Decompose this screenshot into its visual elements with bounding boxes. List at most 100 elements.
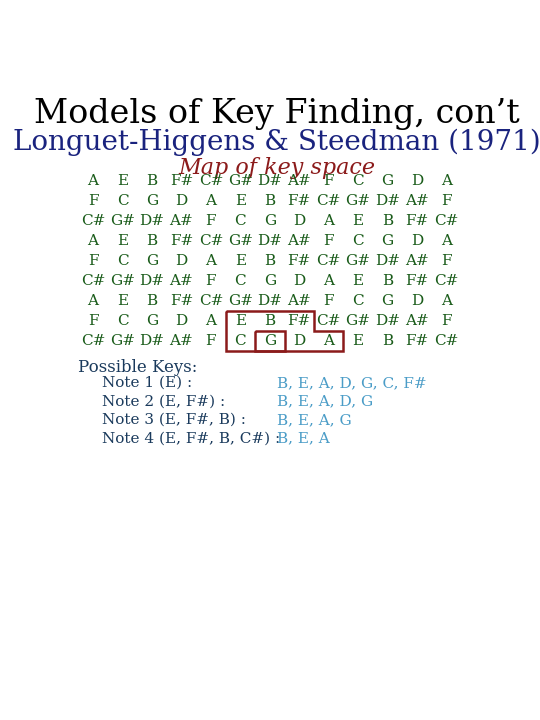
Text: A: A (323, 214, 334, 228)
Text: G#: G# (346, 314, 370, 328)
Text: C: C (234, 334, 246, 348)
Text: D#: D# (257, 234, 282, 248)
Text: A: A (87, 234, 99, 248)
Text: C: C (352, 234, 364, 248)
Text: F: F (206, 274, 216, 288)
Text: F: F (323, 174, 334, 188)
Text: G: G (381, 174, 394, 188)
Text: C#: C# (81, 334, 105, 348)
Text: A#: A# (170, 214, 193, 228)
Text: E: E (235, 194, 246, 208)
Text: C#: C# (199, 294, 223, 308)
Text: A#: A# (170, 274, 193, 288)
Text: C#: C# (316, 194, 341, 208)
Text: F#: F# (288, 254, 311, 268)
Text: E: E (117, 174, 128, 188)
Text: D#: D# (375, 314, 400, 328)
Text: Longuet-Higgens & Steedman (1971): Longuet-Higgens & Steedman (1971) (13, 129, 540, 156)
Text: F#: F# (288, 314, 311, 328)
Text: D: D (411, 174, 423, 188)
Text: D#: D# (139, 214, 165, 228)
Text: F#: F# (170, 294, 193, 308)
Text: D: D (176, 254, 187, 268)
Text: B: B (264, 314, 275, 328)
Text: F: F (206, 214, 216, 228)
Text: F: F (323, 294, 334, 308)
Text: B: B (264, 254, 275, 268)
Text: C#: C# (434, 214, 458, 228)
Text: A#: A# (287, 294, 311, 308)
Text: D#: D# (375, 194, 400, 208)
Text: G: G (264, 214, 276, 228)
Text: A: A (205, 314, 217, 328)
Text: D: D (411, 234, 423, 248)
Text: C: C (117, 314, 129, 328)
Text: C#: C# (316, 254, 341, 268)
Text: G: G (264, 274, 276, 288)
Text: G#: G# (228, 294, 253, 308)
Text: A: A (205, 194, 217, 208)
Text: C: C (352, 174, 364, 188)
Text: Models of Key Finding, con’t: Models of Key Finding, con’t (34, 98, 519, 130)
Text: C#: C# (434, 334, 458, 348)
Text: A: A (87, 174, 99, 188)
Text: C#: C# (81, 274, 105, 288)
Text: B, E, A, D, G: B, E, A, D, G (277, 395, 373, 408)
Text: D#: D# (139, 334, 165, 348)
Text: B: B (382, 274, 393, 288)
Text: G#: G# (110, 334, 135, 348)
Text: B: B (146, 294, 158, 308)
Text: B: B (264, 194, 275, 208)
Text: E: E (353, 334, 363, 348)
Text: D: D (293, 334, 305, 348)
Text: G#: G# (346, 194, 370, 208)
Text: D#: D# (139, 274, 165, 288)
Text: D#: D# (257, 294, 282, 308)
Text: D#: D# (375, 254, 400, 268)
Text: G#: G# (110, 274, 135, 288)
Text: C: C (234, 214, 246, 228)
Text: A#: A# (405, 194, 429, 208)
Text: A: A (441, 234, 452, 248)
Text: A#: A# (287, 234, 311, 248)
Text: E: E (235, 314, 246, 328)
Text: E: E (117, 234, 128, 248)
Text: E: E (235, 254, 246, 268)
Text: E: E (117, 294, 128, 308)
Text: D: D (293, 214, 305, 228)
Text: F#: F# (406, 334, 429, 348)
Text: C#: C# (316, 314, 341, 328)
Text: Note 4 (E, F#, B, C#) :: Note 4 (E, F#, B, C#) : (103, 431, 281, 446)
Text: F#: F# (406, 214, 429, 228)
Text: Note 3 (E, F#, B) :: Note 3 (E, F#, B) : (103, 413, 246, 427)
Text: C#: C# (81, 214, 105, 228)
Text: D: D (176, 314, 187, 328)
Text: F: F (441, 194, 452, 208)
Text: G#: G# (110, 214, 135, 228)
Text: Possible Keys:: Possible Keys: (78, 359, 198, 376)
Text: B, E, A, D, G, C, F#: B, E, A, D, G, C, F# (277, 376, 427, 390)
Text: Map of key space: Map of key space (178, 157, 375, 179)
Text: A#: A# (405, 314, 429, 328)
Text: F: F (88, 254, 98, 268)
Text: A: A (441, 174, 452, 188)
Text: A: A (323, 334, 334, 348)
Text: F: F (88, 194, 98, 208)
Text: A: A (441, 294, 452, 308)
Text: D: D (176, 194, 187, 208)
Text: F: F (88, 314, 98, 328)
Text: C: C (352, 294, 364, 308)
Text: D: D (293, 274, 305, 288)
Text: A#: A# (287, 174, 311, 188)
Text: F#: F# (170, 234, 193, 248)
Text: B: B (382, 334, 393, 348)
Text: A: A (87, 294, 99, 308)
Text: E: E (353, 214, 363, 228)
Text: F#: F# (170, 174, 193, 188)
Text: G#: G# (228, 234, 253, 248)
Text: G: G (146, 254, 158, 268)
Text: C#: C# (199, 234, 223, 248)
Text: Note 2 (E, F#) :: Note 2 (E, F#) : (103, 395, 226, 408)
Text: G: G (146, 314, 158, 328)
Text: G#: G# (346, 254, 370, 268)
